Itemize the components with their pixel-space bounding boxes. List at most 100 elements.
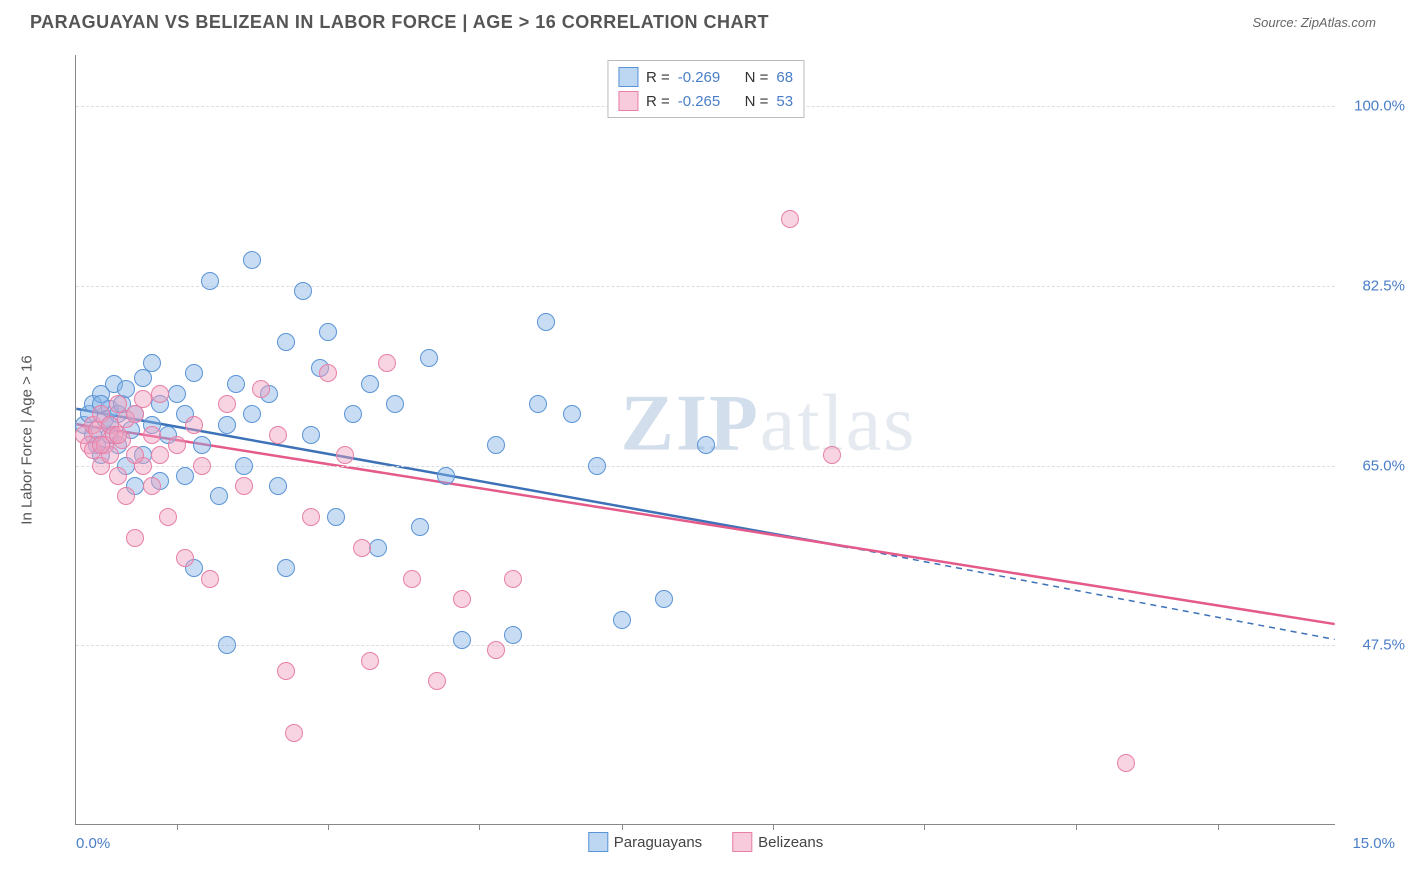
scatter-point [697,436,715,454]
scatter-point [487,436,505,454]
y-tick-label: 100.0% [1345,98,1405,115]
y-tick-label: 82.5% [1345,278,1405,295]
y-tick-label: 65.0% [1345,457,1405,474]
scatter-point [302,508,320,526]
scatter-point [353,539,371,557]
scatter-point [453,631,471,649]
plot-area: ZIPatlas R = -0.269 N = 68 R = -0.265 N … [75,55,1335,825]
scatter-point [613,611,631,629]
scatter-point [126,446,144,464]
scatter-point [327,508,345,526]
x-tick [1076,824,1077,830]
n-label-1: N = [745,69,769,86]
scatter-point [176,549,194,567]
legend-bottom-swatch-blue [588,832,608,852]
scatter-point [126,529,144,547]
legend-top-row-1: R = -0.269 N = 68 [618,65,793,89]
scatter-point [92,436,110,454]
scatter-point [168,436,186,454]
x-tick [177,824,178,830]
scatter-point [529,395,547,413]
legend-bottom-item-2: Belizeans [732,832,823,852]
legend-swatch-blue [618,67,638,87]
scatter-point [193,436,211,454]
scatter-point [294,282,312,300]
scatter-point [185,364,203,382]
scatter-point [143,426,161,444]
scatter-point [453,590,471,608]
y-axis-label: In Labor Force | Age > 16 [19,355,36,524]
trend-line-dashed [848,547,1335,639]
scatter-point [151,385,169,403]
scatter-point [369,539,387,557]
scatter-point [126,405,144,423]
scatter-point [319,323,337,341]
scatter-point [252,380,270,398]
source-attribution: Source: ZipAtlas.com [1252,15,1376,30]
scatter-point [504,570,522,588]
x-tick [328,824,329,830]
scatter-point [269,477,287,495]
scatter-point [227,375,245,393]
scatter-point [201,272,219,290]
n-label-2: N = [745,93,769,110]
r-label-1: R = [646,69,670,86]
scatter-point [269,426,287,444]
scatter-point [655,590,673,608]
scatter-point [504,626,522,644]
watermark-zip: ZIP [620,380,759,468]
scatter-point [437,467,455,485]
scatter-point [168,385,186,403]
scatter-point [185,416,203,434]
legend-bottom-item-1: Paraguayans [588,832,702,852]
scatter-point [277,662,295,680]
gridline [76,645,1335,646]
scatter-point [109,467,127,485]
watermark: ZIPatlas [620,379,916,470]
scatter-point [218,395,236,413]
r-label-2: R = [646,93,670,110]
scatter-point [319,364,337,382]
legend-bottom-label-2: Belizeans [758,834,823,851]
scatter-point [277,333,295,351]
scatter-point [277,559,295,577]
scatter-point [235,477,253,495]
x-axis-min-label: 0.0% [76,835,110,852]
legend-swatch-pink [618,91,638,111]
scatter-point [159,508,177,526]
x-tick [924,824,925,830]
scatter-point [134,390,152,408]
n-value-2: 53 [776,93,793,110]
scatter-point [428,672,446,690]
scatter-point [823,446,841,464]
gridline [76,286,1335,287]
scatter-point [537,313,555,331]
legend-bottom: Paraguayans Belizeans [588,832,823,852]
y-tick-label: 47.5% [1345,637,1405,654]
scatter-point [344,405,362,423]
scatter-point [218,416,236,434]
scatter-point [143,477,161,495]
scatter-point [336,446,354,464]
source-value: ZipAtlas.com [1301,15,1376,30]
scatter-point [588,457,606,475]
scatter-point [143,354,161,372]
scatter-point [361,652,379,670]
x-tick [1218,824,1219,830]
chart-title: PARAGUAYAN VS BELIZEAN IN LABOR FORCE | … [30,12,769,33]
scatter-point [285,724,303,742]
legend-bottom-swatch-pink [732,832,752,852]
scatter-point [386,395,404,413]
scatter-point [302,426,320,444]
r-value-1: -0.269 [678,69,721,86]
scatter-point [218,636,236,654]
scatter-point [378,354,396,372]
scatter-point [109,426,127,444]
scatter-point [563,405,581,423]
scatter-point [134,369,152,387]
chart-container: In Labor Force | Age > 16 ZIPatlas R = -… [45,45,1375,835]
n-value-1: 68 [776,69,793,86]
scatter-point [117,487,135,505]
scatter-point [487,641,505,659]
gridline [76,466,1335,467]
